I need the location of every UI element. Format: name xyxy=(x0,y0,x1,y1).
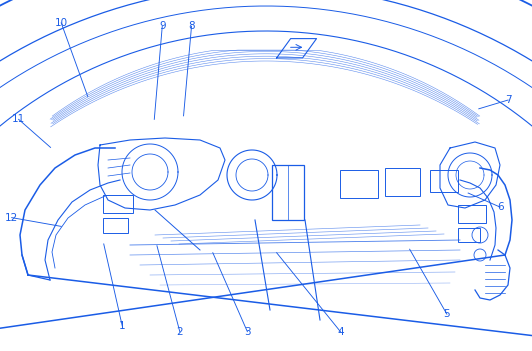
Text: 2: 2 xyxy=(177,327,183,337)
Text: 6: 6 xyxy=(497,202,503,212)
Bar xyxy=(103,195,133,213)
Text: 1: 1 xyxy=(119,322,126,331)
Text: 8: 8 xyxy=(188,21,195,31)
Text: 5: 5 xyxy=(444,309,450,319)
Text: 10: 10 xyxy=(55,18,68,28)
Bar xyxy=(458,228,480,242)
Bar xyxy=(340,170,378,198)
Bar xyxy=(272,165,304,220)
Bar xyxy=(458,205,486,223)
Text: 4: 4 xyxy=(337,327,344,337)
Bar xyxy=(103,218,128,233)
Text: 7: 7 xyxy=(505,95,511,105)
Text: 12: 12 xyxy=(5,213,18,223)
Bar xyxy=(430,170,458,192)
Bar xyxy=(385,168,420,196)
Text: 3: 3 xyxy=(244,327,251,337)
Text: 11: 11 xyxy=(12,114,25,124)
Text: 9: 9 xyxy=(159,21,165,31)
